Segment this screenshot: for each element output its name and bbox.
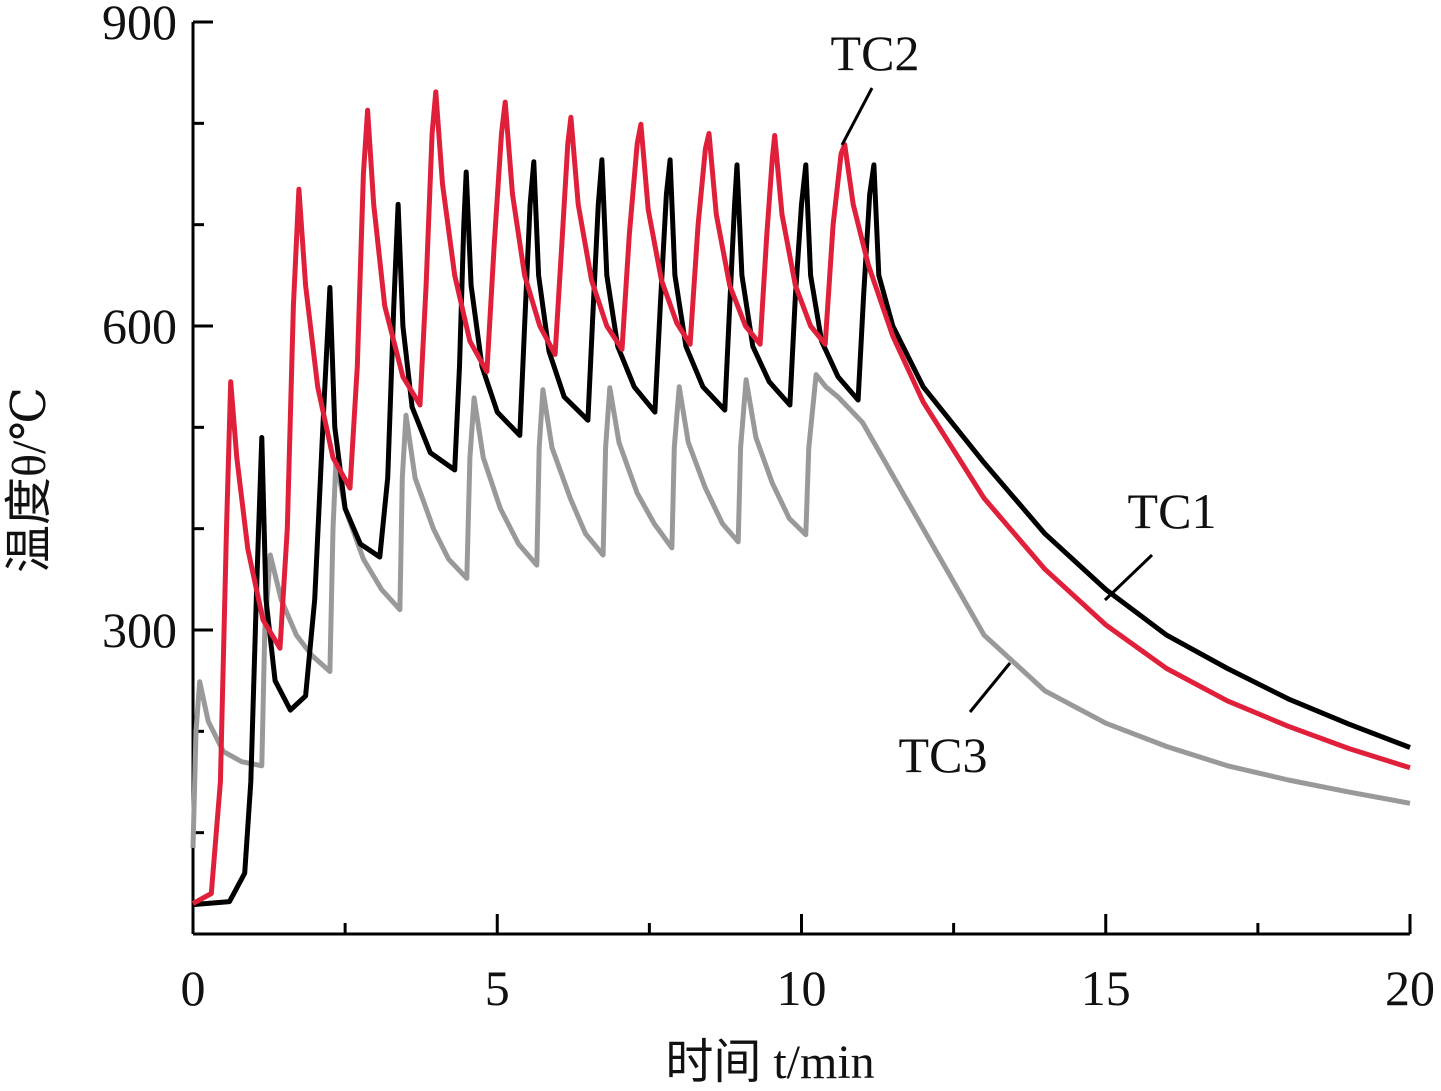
y-tick-label: 900 — [102, 0, 177, 50]
x-tick-label: 0 — [181, 960, 206, 1016]
y-tick-label: 600 — [102, 298, 177, 354]
y-axis-label: 温度θ/℃ — [3, 387, 56, 573]
leader-line — [840, 87, 874, 146]
series-line — [191, 89, 1411, 906]
series-label: TC1 — [1128, 483, 1217, 539]
x-tick-label: 10 — [777, 960, 827, 1016]
x-tick-label: 5 — [485, 960, 510, 1016]
x-tick-label: 20 — [1385, 960, 1435, 1016]
series-label: TC3 — [899, 727, 988, 783]
x-axis-label: 时间 t/min — [665, 1036, 874, 1089]
series-line — [192, 157, 1411, 908]
series-line — [190, 372, 1411, 848]
y-tick-label: 300 — [102, 602, 177, 658]
series-label: TC2 — [831, 25, 920, 81]
x-tick-label: 15 — [1081, 960, 1131, 1016]
leader-line — [1103, 553, 1154, 602]
leader-line — [968, 662, 1012, 713]
